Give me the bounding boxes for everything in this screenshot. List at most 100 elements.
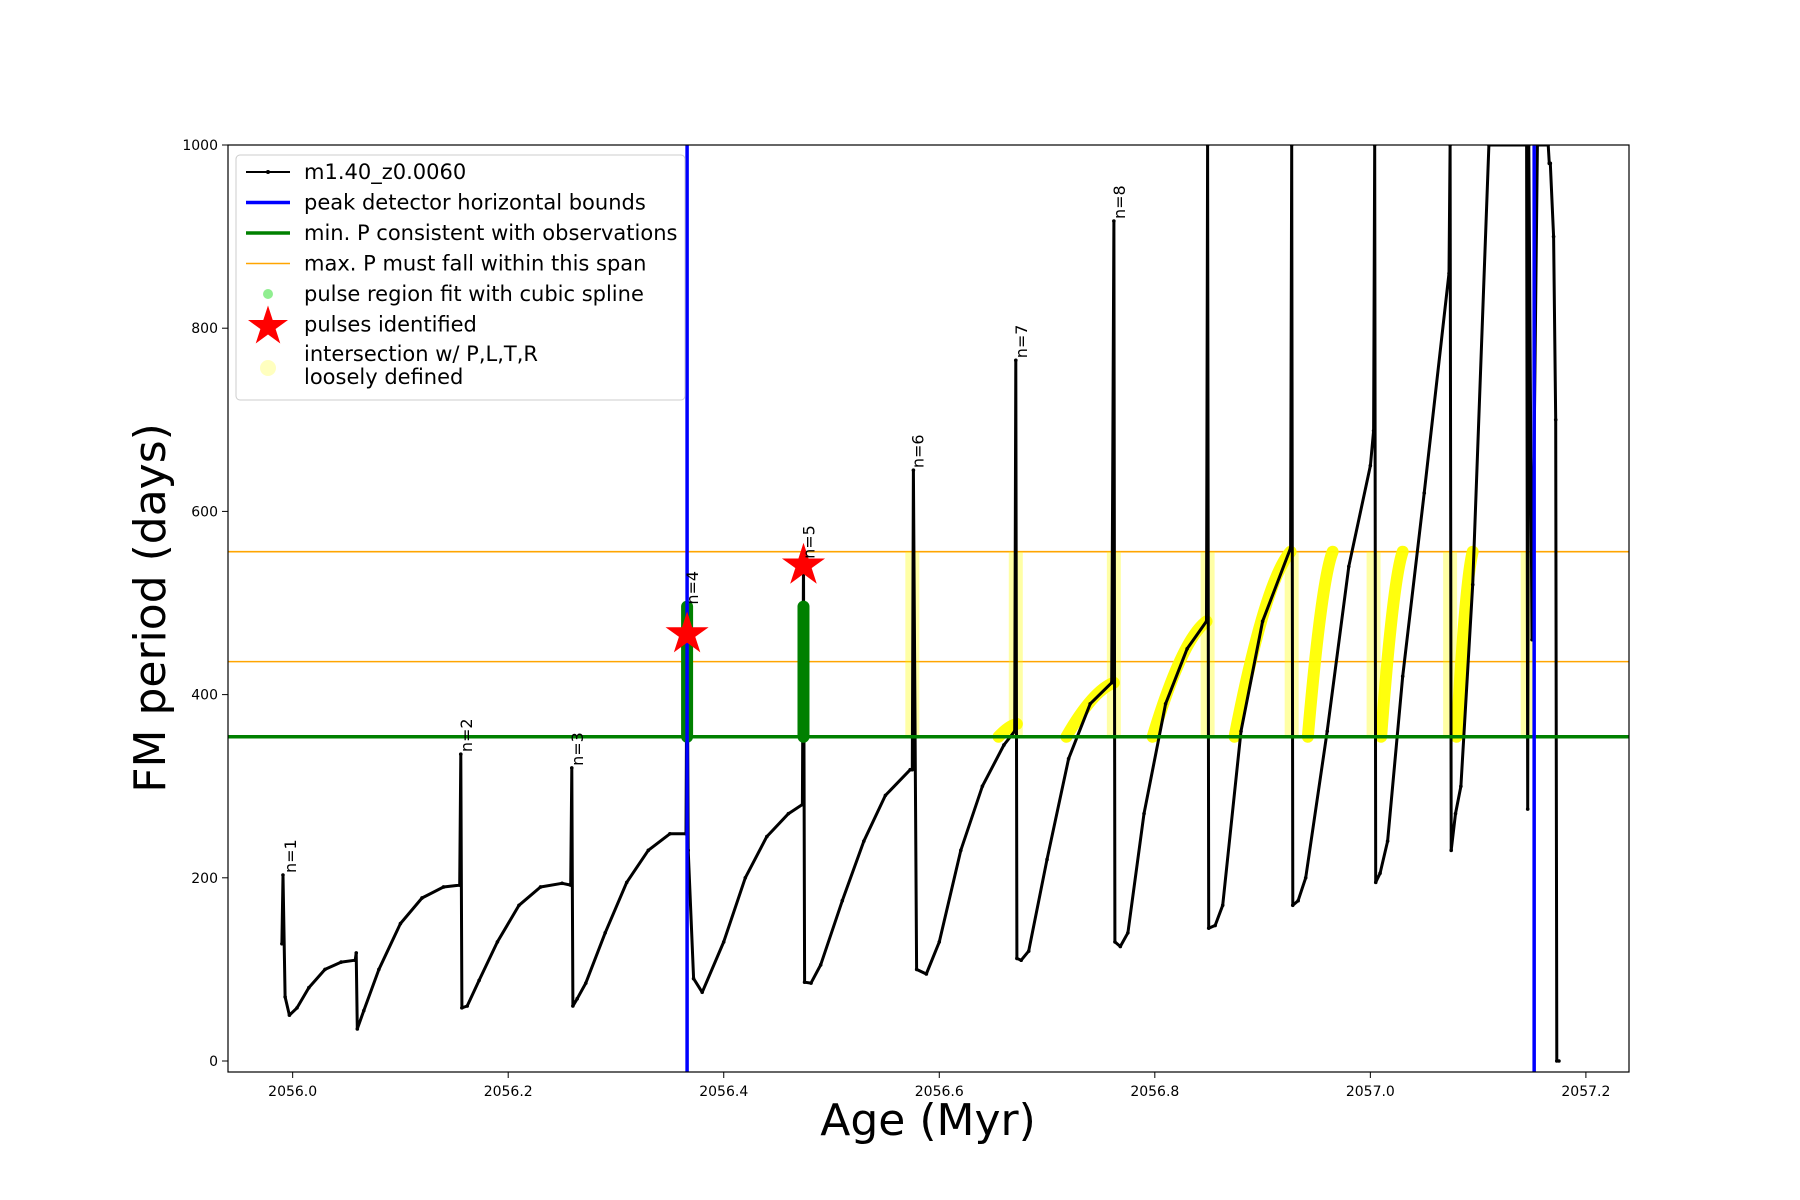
series-point <box>1019 958 1023 963</box>
series-point <box>1548 161 1553 166</box>
series-point <box>840 898 845 903</box>
series-point <box>323 967 327 972</box>
pulse-label: n=2 <box>457 718 476 752</box>
legend-label: peak detector horizontal bounds <box>304 191 646 215</box>
series-point <box>571 1004 575 1008</box>
series-point <box>1239 729 1243 734</box>
series-point <box>1453 811 1458 816</box>
series-point <box>1347 564 1351 569</box>
x-axis-title: Age (Myr) <box>820 1095 1036 1146</box>
legend-label: m1.40_z0.0060 <box>304 160 466 185</box>
legend-label: min. P consistent with observations <box>304 221 677 245</box>
series-point <box>1368 463 1373 468</box>
series-point <box>914 967 919 972</box>
series-point <box>1400 674 1405 679</box>
plot-area <box>228 145 1629 1072</box>
pulse-label: n=8 <box>1110 185 1129 219</box>
pulse-identified-star <box>781 542 826 584</box>
series-point <box>603 930 607 935</box>
series-point <box>1204 619 1209 624</box>
pulse-label: n=1 <box>281 839 300 873</box>
series-point <box>818 963 823 967</box>
series-point <box>281 873 285 877</box>
series-point <box>280 941 284 946</box>
series-point <box>1002 743 1006 747</box>
series-point <box>377 967 381 972</box>
series-point <box>1373 880 1378 885</box>
series-point <box>1325 729 1330 734</box>
series-point <box>1163 701 1168 706</box>
series-point <box>765 834 769 839</box>
series-point <box>1422 491 1427 495</box>
series-point <box>1109 680 1114 685</box>
overlay-layer <box>228 145 1629 1072</box>
series-point <box>743 876 748 880</box>
series-point <box>1026 949 1031 953</box>
series-point <box>517 903 521 908</box>
legend-label: max. P must fall within this span <box>304 252 646 276</box>
series-point <box>457 883 462 887</box>
series-point <box>1449 848 1453 853</box>
series-point <box>1012 729 1017 734</box>
series-point <box>646 848 651 853</box>
series-point <box>1206 926 1211 930</box>
y-tick-label: 1000 <box>182 138 218 154</box>
y-tick-label: 400 <box>191 688 218 704</box>
series-point <box>1385 839 1390 843</box>
y-axis-title: FM period (days) <box>125 423 176 793</box>
y-axis-ticks: 0 200 400 600 800 1000 <box>182 138 228 1070</box>
reference-lines <box>228 550 1629 663</box>
series-point <box>1015 956 1019 961</box>
loose-intersection-segment <box>1375 545 1409 743</box>
series-point <box>1185 647 1189 651</box>
series-point <box>1525 807 1530 811</box>
series-point <box>802 980 807 985</box>
series-point <box>624 880 629 885</box>
series-point <box>1213 923 1217 928</box>
pulse-label: n=7 <box>1012 325 1031 359</box>
y-tick-label: 800 <box>191 321 218 337</box>
pulse-label: n=3 <box>568 732 587 766</box>
pulse-label: n=4 <box>683 571 702 605</box>
series-point <box>560 881 564 886</box>
series-point <box>1447 271 1451 276</box>
series-point <box>460 1006 464 1010</box>
series-point <box>1126 930 1130 935</box>
legend-label: loosely defined <box>304 365 463 389</box>
pulse-label: n=6 <box>908 434 927 468</box>
series-point <box>361 1008 366 1013</box>
loose-intersection-segment <box>1450 545 1479 743</box>
x-tick-label: 2056.4 <box>699 1084 748 1100</box>
y-tick-label: 600 <box>191 504 218 520</box>
series-point <box>1142 811 1146 816</box>
series-point <box>283 995 287 999</box>
series-point <box>1045 857 1049 862</box>
pulse-labels: n=1 n=2 n=3 n=4 n=5 n=6 n=7 n=8 <box>281 185 1129 873</box>
series-point <box>583 981 588 985</box>
series-point <box>420 896 424 900</box>
x-tick-label: 2056.2 <box>484 1084 533 1100</box>
legend-frame <box>235 154 686 401</box>
series-point <box>295 1006 299 1010</box>
loose-intersection-segment <box>1146 615 1213 743</box>
legend-swatch-pulses <box>248 305 288 344</box>
series-point <box>800 802 805 807</box>
series-point <box>911 468 916 472</box>
series-point <box>287 1013 292 1018</box>
series-point <box>1088 701 1092 706</box>
y-tick-label: 200 <box>191 871 218 887</box>
series-point <box>1112 219 1116 223</box>
legend-label: intersection w/ P,L,T,R <box>304 342 538 366</box>
series-point <box>1459 784 1463 789</box>
pulse-label: n=5 <box>799 525 818 559</box>
series-point <box>1551 234 1556 239</box>
series-point <box>862 839 866 843</box>
series-point <box>441 885 446 889</box>
series-point <box>307 985 311 990</box>
series-point <box>458 752 463 756</box>
series-point <box>691 976 696 981</box>
legend-swatch-loose <box>260 360 276 376</box>
series-point <box>700 990 704 995</box>
series-point <box>538 885 543 889</box>
